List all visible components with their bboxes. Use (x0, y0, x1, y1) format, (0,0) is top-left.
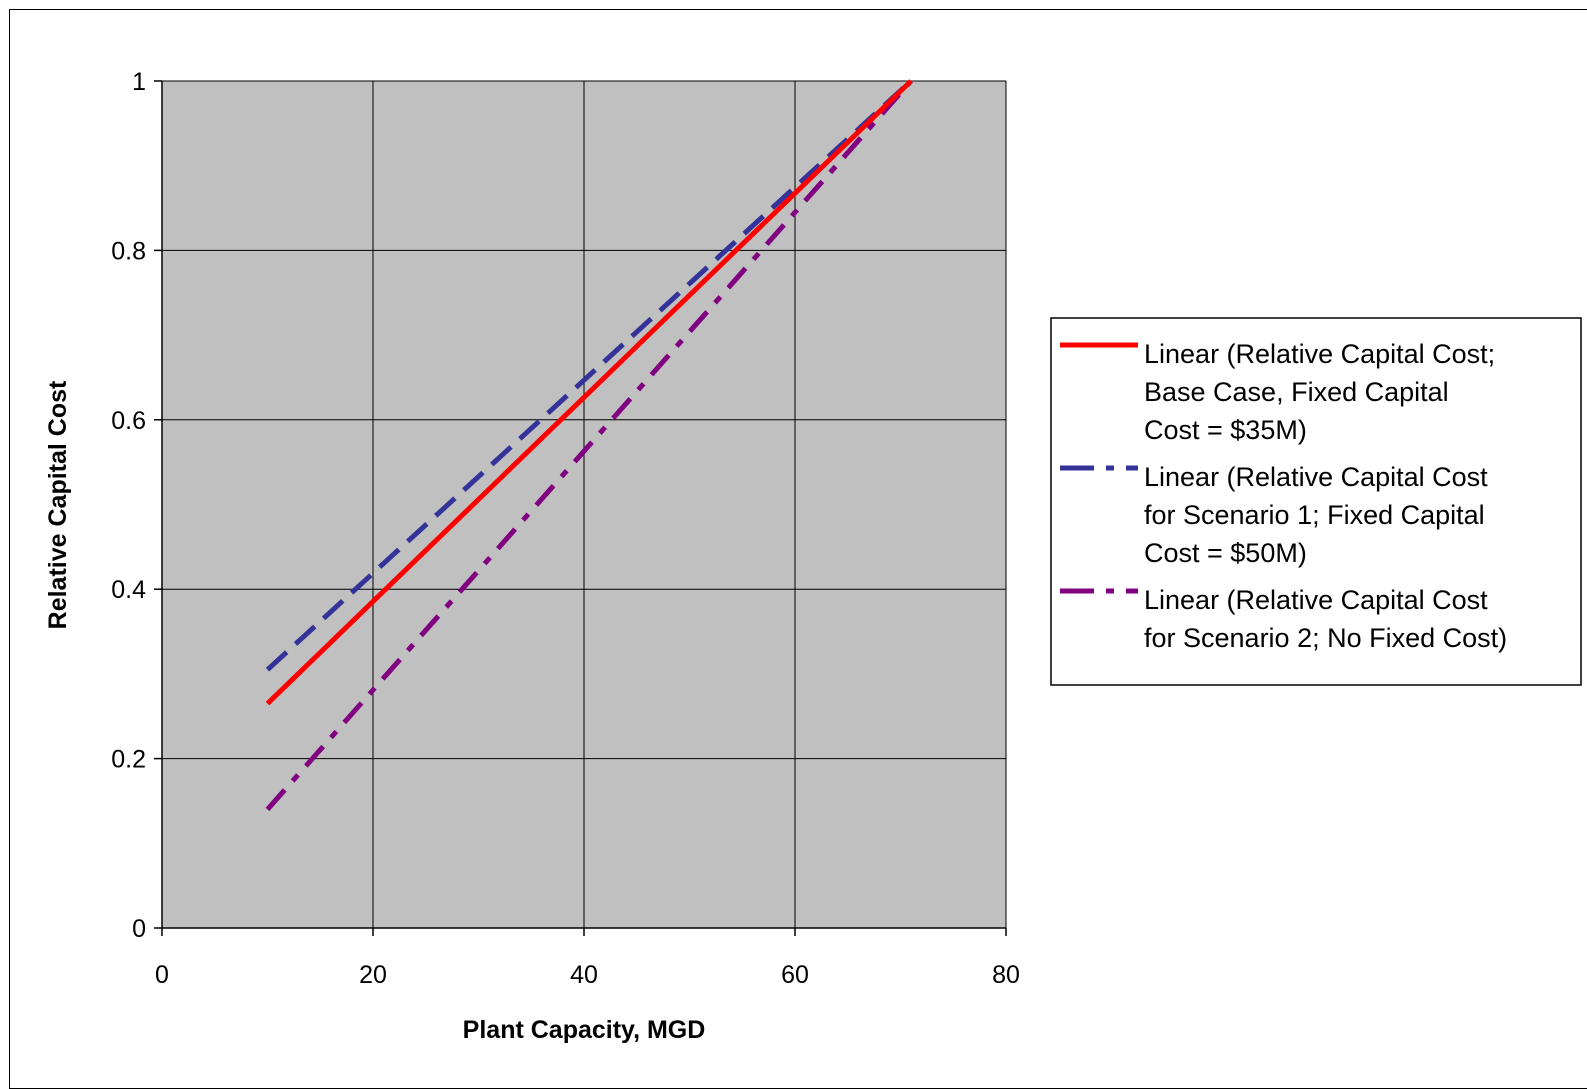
legend-label: Linear (Relative Capital Cost (1144, 462, 1488, 492)
x-axis-title: Plant Capacity, MGD (463, 1016, 706, 1044)
legend-box (1050, 317, 1582, 686)
series-line-1 (265, 79, 913, 706)
y-axis-title: Relative Capital Cost (44, 380, 72, 629)
grid (162, 80, 1007, 928)
legend-label: Base Case, Fixed Capital (1144, 377, 1449, 407)
legend-label: for Scenario 2; No Fixed Cost) (1144, 623, 1507, 653)
y-tick-label: 1 (132, 68, 146, 96)
y-tick-label: 0.2 (111, 746, 146, 774)
series-line-2 (265, 79, 913, 672)
legend: Linear (Relative Capital Cost; Base Case,… (1050, 317, 1582, 686)
x-tick-label: 20 (359, 961, 387, 989)
x-tick-label: 40 (570, 961, 598, 989)
legend-label: for Scenario 1; Fixed Capital (1144, 500, 1485, 530)
x-tick-label: 0 (155, 961, 169, 989)
legend-label: Linear (Relative Capital Cost; (1144, 339, 1495, 369)
y-tick-label: 0.4 (111, 576, 146, 604)
legend-label: Cost = $35M) (1144, 415, 1307, 445)
y-tick-label: 0.8 (111, 237, 146, 265)
series-line-3 (265, 79, 913, 812)
y-tick-label: 0 (132, 915, 146, 943)
axes: 0 0.2 0.4 0.6 0.8 1 0 20 40 60 80 (111, 68, 1020, 989)
x-tick-label: 60 (781, 961, 809, 989)
legend-label: Linear (Relative Capital Cost (1144, 585, 1488, 615)
series-lines (265, 79, 913, 812)
x-tick-label: 80 (992, 961, 1020, 989)
legend-label: Cost = $50M) (1144, 538, 1307, 568)
y-tick-label: 0.6 (111, 407, 146, 435)
